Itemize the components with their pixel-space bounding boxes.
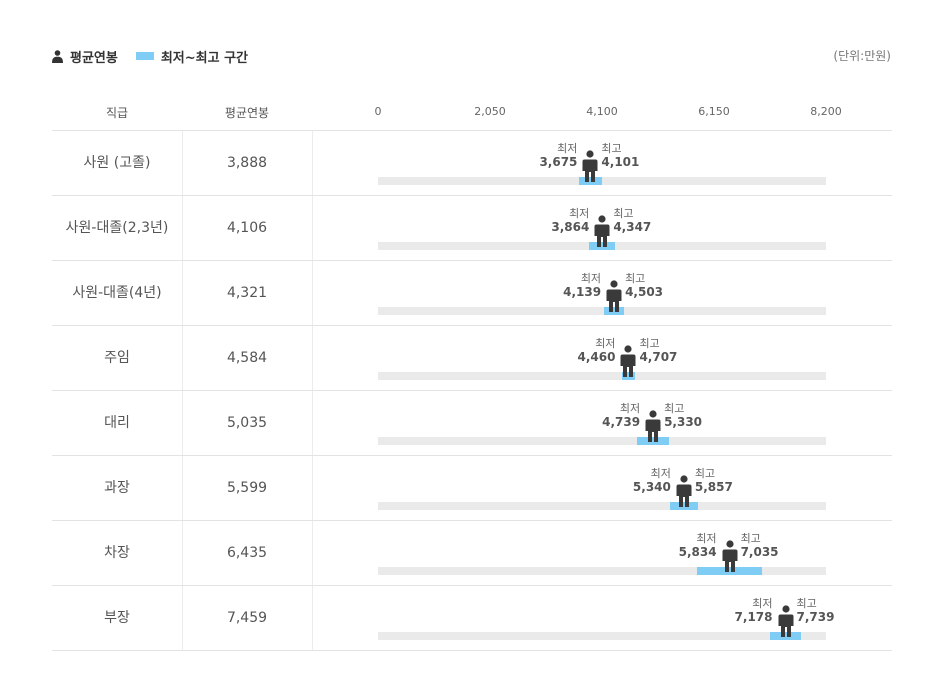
max-value: 5,330 [664,415,703,429]
average-salary: 5,035 [182,391,313,455]
average-salary: 4,106 [182,196,313,260]
max-value: 7,035 [740,545,779,559]
person-icon [582,150,598,182]
table-row: 주임 4,584 최저 4,460 최고 4,707 [52,326,892,391]
person-icon [722,540,738,572]
min-label: 최저 [696,532,717,545]
average-salary: 4,321 [182,261,313,325]
person-icon [606,280,622,312]
axis-track [378,567,826,575]
max-label: 최고 [740,532,761,545]
axis-track [378,632,826,640]
max-value: 4,101 [601,155,640,169]
job-title: 부장 [52,586,183,650]
axis-track [378,502,826,510]
person-icon [52,49,63,63]
job-title: 주임 [52,326,183,390]
min-label: 최저 [557,142,578,155]
job-title: 사원-대졸(4년) [52,261,183,325]
job-title: 대리 [52,391,183,455]
table-row: 사원-대졸(4년) 4,321 최저 4,139 최고 4,503 [52,261,892,326]
person-icon [594,215,610,247]
min-label: 최저 [569,207,590,220]
table-row: 부장 7,459 최저 7,178 최고 7,739 [52,586,892,651]
unit-label: (단위:만원) [833,49,891,63]
max-label: 최고 [664,402,685,415]
axis-track [378,437,826,445]
range-bar [621,372,636,380]
min-value: 4,739 [602,415,641,429]
min-label: 최저 [619,402,641,415]
person-icon [645,410,661,442]
job-title: 사원-대졸(2,3년) [52,196,183,260]
min-value: 7,178 [734,610,773,624]
x-tick-label: 0 [374,105,382,118]
average-salary: 3,888 [182,131,313,195]
max-value: 4,707 [639,350,678,364]
min-value: 3,675 [539,155,578,169]
table-header: 직급 평균연봉 0 2,050 4,100 6,150 8,200 [52,96,892,131]
range-bar [636,437,670,445]
table-row: 사원-대졸(2,3년) 4,106 최저 3,864 최고 4,347 [52,196,892,261]
max-value: 4,503 [625,285,664,299]
min-value: 5,834 [678,545,717,559]
min-label: 최저 [595,337,616,350]
person-icon [676,475,692,507]
range-bar [770,632,801,640]
max-label: 최고 [639,337,660,350]
x-tick-label: 2,050 [474,105,506,118]
table-row: 과장 5,599 최저 5,340 최고 5,857 [52,456,892,521]
average-salary: 7,459 [182,586,313,650]
max-label: 최고 [796,597,817,610]
average-salary: 6,435 [182,521,313,585]
legend-item-range: 최저~최고 구간 [135,47,249,66]
min-label: 최저 [650,467,671,480]
person-icon [778,605,794,637]
range-bar [589,242,616,250]
average-salary: 5,599 [182,456,313,520]
min-value: 4,139 [563,285,602,299]
table-row: 차장 6,435 최저 5,834 최고 7,035 [52,521,892,586]
min-value: 4,460 [577,350,616,364]
table-row: 사원 (고졸) 3,888 최저 3,675 최고 4,101 [52,131,892,196]
x-tick-label: 4,100 [586,105,618,118]
range-bar [578,177,603,185]
legend-item-average: 평균연봉 [52,47,118,66]
range-bar [604,307,624,315]
max-value: 5,857 [694,480,733,494]
min-label: 최저 [580,272,602,285]
max-label: 최고 [613,207,634,220]
range-bar [669,502,698,510]
job-title: 과장 [52,456,183,520]
legend-average-label: 평균연봉 [70,50,118,66]
range-bar [696,567,763,575]
header-average: 평균연봉 [224,106,270,120]
job-title: 사원 (고졸) [52,131,183,195]
legend-range-label: 최저~최고 구간 [160,50,249,66]
min-value: 5,340 [632,480,671,494]
legend-range-swatch [135,52,154,60]
legend: 평균연봉 최저~최고 구간 [52,47,266,66]
max-value: 7,739 [796,610,835,624]
min-label: 최저 [752,597,773,610]
max-label: 최고 [694,467,716,480]
axis-track [378,307,826,315]
max-label: 최고 [601,142,622,155]
min-value: 3,864 [551,220,590,234]
x-tick-label: 8,200 [810,105,842,118]
person-icon [620,345,636,377]
max-value: 4,347 [613,220,652,234]
axis-track [378,372,826,380]
job-title: 차장 [52,521,183,585]
max-label: 최고 [625,272,646,285]
header-job: 직급 [105,106,129,120]
average-salary: 4,584 [182,326,313,390]
table-row: 대리 5,035 최저 4,739 최고 5,330 [52,391,892,456]
x-tick-label: 6,150 [698,105,730,118]
